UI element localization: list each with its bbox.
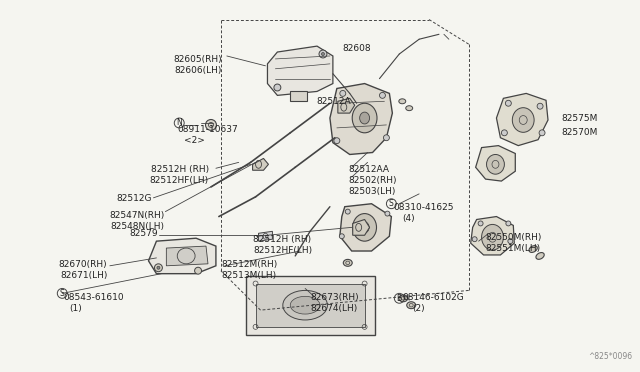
Ellipse shape <box>383 135 389 141</box>
Text: 82512HF(LH): 82512HF(LH) <box>150 176 209 185</box>
Polygon shape <box>259 231 273 241</box>
Ellipse shape <box>343 259 352 266</box>
Ellipse shape <box>352 103 377 133</box>
Text: 82670(RH): 82670(RH) <box>59 260 108 269</box>
Text: 82575M: 82575M <box>561 114 598 123</box>
Text: 82502(RH): 82502(RH) <box>349 176 397 185</box>
Polygon shape <box>255 283 365 327</box>
Ellipse shape <box>321 52 324 55</box>
Ellipse shape <box>539 130 545 136</box>
Text: 08146-6102G: 08146-6102G <box>403 293 464 302</box>
Text: 82512HF(LH): 82512HF(LH) <box>253 246 312 254</box>
Text: 08911-10637: 08911-10637 <box>177 125 238 134</box>
Polygon shape <box>246 276 374 335</box>
Text: 82579: 82579 <box>129 229 158 238</box>
Ellipse shape <box>529 246 537 253</box>
Text: 82513M(LH): 82513M(LH) <box>221 271 276 280</box>
Text: <2>: <2> <box>184 136 204 145</box>
Ellipse shape <box>291 296 320 314</box>
Text: 82674(LH): 82674(LH) <box>310 304 358 313</box>
Ellipse shape <box>406 106 413 110</box>
Text: 82550M(RH): 82550M(RH) <box>485 233 541 242</box>
Text: 82551M(LH): 82551M(LH) <box>485 244 540 253</box>
Polygon shape <box>291 92 307 101</box>
Ellipse shape <box>486 154 504 174</box>
Text: S: S <box>60 289 65 298</box>
Ellipse shape <box>380 92 385 98</box>
Ellipse shape <box>537 103 543 109</box>
Text: 82673(RH): 82673(RH) <box>310 293 359 302</box>
Ellipse shape <box>508 239 513 244</box>
Ellipse shape <box>360 222 369 233</box>
Text: ^825*0096: ^825*0096 <box>588 352 632 361</box>
Polygon shape <box>497 93 548 145</box>
Text: B: B <box>397 294 402 303</box>
Ellipse shape <box>319 50 327 58</box>
Ellipse shape <box>501 130 508 136</box>
Text: 82547N(RH): 82547N(RH) <box>109 211 164 220</box>
Ellipse shape <box>536 253 544 259</box>
Text: 82608: 82608 <box>342 44 371 53</box>
Ellipse shape <box>512 108 534 132</box>
Ellipse shape <box>478 221 483 226</box>
Ellipse shape <box>407 302 415 309</box>
Ellipse shape <box>481 224 504 250</box>
Text: 82606(LH): 82606(LH) <box>174 66 221 75</box>
Text: 82512H (RH): 82512H (RH) <box>253 235 312 244</box>
Ellipse shape <box>154 264 163 272</box>
Text: 82512AA: 82512AA <box>349 165 390 174</box>
Polygon shape <box>338 98 355 113</box>
Polygon shape <box>476 145 515 181</box>
Polygon shape <box>148 238 216 274</box>
Ellipse shape <box>385 211 390 216</box>
Ellipse shape <box>345 209 350 214</box>
Polygon shape <box>340 204 392 251</box>
Text: 82512H (RH): 82512H (RH) <box>151 165 209 174</box>
Ellipse shape <box>274 84 281 91</box>
Ellipse shape <box>195 267 202 274</box>
Text: 08310-41625: 08310-41625 <box>393 203 454 212</box>
Ellipse shape <box>360 112 369 124</box>
Text: N: N <box>177 118 182 128</box>
Ellipse shape <box>157 266 160 269</box>
Ellipse shape <box>205 119 216 130</box>
Text: 82548N(LH): 82548N(LH) <box>111 222 164 231</box>
Ellipse shape <box>339 234 344 239</box>
Ellipse shape <box>353 214 376 241</box>
Polygon shape <box>330 84 392 154</box>
Polygon shape <box>253 158 268 170</box>
Ellipse shape <box>340 90 346 96</box>
Ellipse shape <box>399 295 408 302</box>
Text: 82570M: 82570M <box>561 128 598 137</box>
Text: 08543-61610: 08543-61610 <box>63 293 124 302</box>
Polygon shape <box>470 217 515 255</box>
Text: (2): (2) <box>412 304 424 313</box>
Text: 82671(LH): 82671(LH) <box>60 271 108 280</box>
Ellipse shape <box>506 100 511 106</box>
Text: (4): (4) <box>403 215 415 224</box>
Text: 82512A: 82512A <box>317 97 351 106</box>
Text: (1): (1) <box>69 304 82 313</box>
Ellipse shape <box>283 291 328 320</box>
Text: 82512M(RH): 82512M(RH) <box>221 260 278 269</box>
Ellipse shape <box>334 138 340 144</box>
Ellipse shape <box>399 99 406 104</box>
Text: 82503(LH): 82503(LH) <box>349 187 396 196</box>
Polygon shape <box>268 46 333 95</box>
Polygon shape <box>166 246 208 266</box>
Polygon shape <box>353 219 369 235</box>
Text: 82605(RH): 82605(RH) <box>173 55 221 64</box>
Text: 82512G: 82512G <box>116 194 152 203</box>
Ellipse shape <box>506 221 511 226</box>
Text: S: S <box>389 199 394 208</box>
Ellipse shape <box>472 237 477 242</box>
